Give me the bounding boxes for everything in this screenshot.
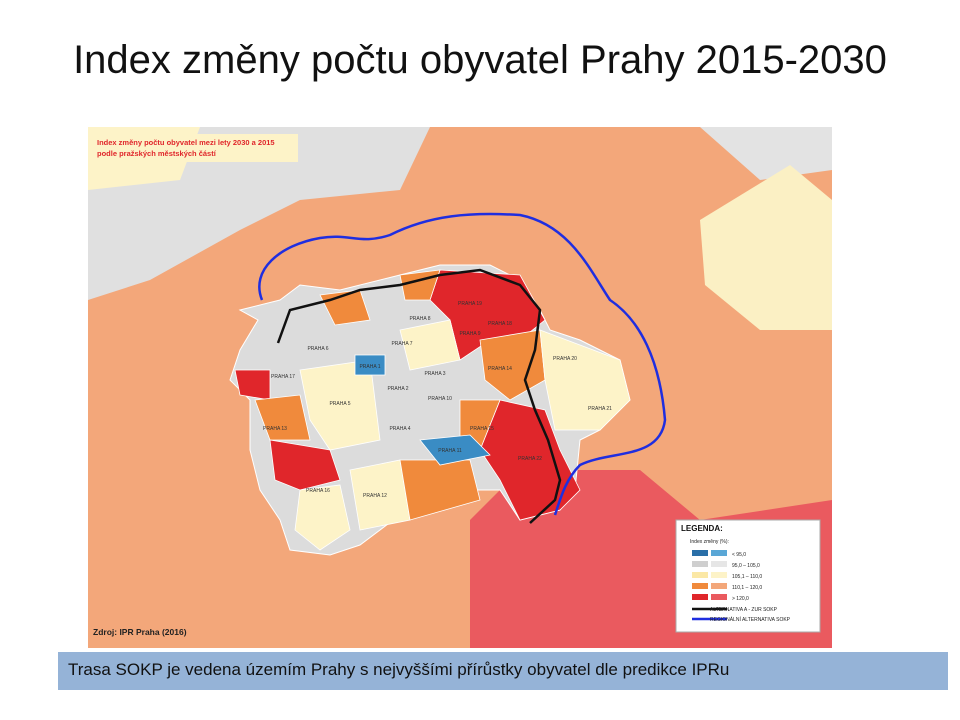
legend-item: < 95,0 (732, 552, 746, 558)
map: Index změny počtu obyvatel mezi lety 203… (88, 127, 832, 648)
legend-item: 110,1 – 120,0 (732, 585, 762, 591)
district-label: PRAHA 7 (391, 341, 412, 347)
district-label: PRAHA 2 (387, 386, 408, 392)
caption: Trasa SOKP je vedena územím Prahy s nejv… (58, 652, 948, 690)
district-label: PRAHA 18 (488, 321, 512, 327)
map-source: Zdroj: IPR Praha (2016) (93, 627, 187, 637)
district-label: PRAHA 6 (307, 346, 328, 352)
legend-subtitle: Index změny (%): (690, 539, 729, 545)
district-label: PRAHA 4 (389, 426, 410, 432)
map-title-bg (93, 134, 298, 162)
district-label: PRAHA 14 (488, 366, 512, 372)
district-label: PRAHA 10 (428, 396, 452, 402)
district-label: PRAHA 8 (409, 316, 430, 322)
legend-item: > 120,0 (732, 596, 749, 602)
district-labels: PRAHA 6 PRAHA 8 PRAHA 9 PRAHA 7 PRAHA 1 … (263, 301, 612, 499)
district-label: PRAHA 17 (271, 374, 295, 380)
district-label: PRAHA 12 (363, 493, 387, 499)
legend-item: 105,1 – 110,0 (732, 574, 762, 580)
map-title: Index změny počtu obyvatel mezi lety 203… (97, 138, 275, 147)
district-label: PRAHA 15 (470, 426, 494, 432)
legend-item: REGIONÁLNÍ ALTERNATIVA SOKP (710, 616, 791, 623)
legend: LEGENDA: Index změny (%): < 95,0 95,0 – … (675, 519, 821, 633)
legend-title: LEGENDA: (681, 524, 723, 533)
district-label: PRAHA 21 (588, 406, 612, 412)
slide-title: Index změny počtu obyvatel Prahy 2015-20… (73, 38, 887, 82)
district-label: PRAHA 5 (329, 401, 350, 407)
map-title: podle pražských městských částí (97, 149, 217, 158)
district-label: PRAHA 1 (359, 364, 380, 370)
district-label: PRAHA 3 (424, 371, 445, 377)
district-label: PRAHA 9 (459, 331, 480, 337)
district-label: PRAHA 20 (553, 356, 577, 362)
district-label: PRAHA 11 (438, 448, 462, 454)
legend-item: 95,0 – 105,0 (732, 563, 760, 569)
legend-item: ALTERNATIVA A - ZUR SOKP (710, 607, 778, 613)
district-label: PRAHA 13 (263, 426, 287, 432)
district-label: PRAHA 19 (458, 301, 482, 307)
district-label: PRAHA 16 (306, 488, 330, 494)
district-label: PRAHA 22 (518, 456, 542, 462)
